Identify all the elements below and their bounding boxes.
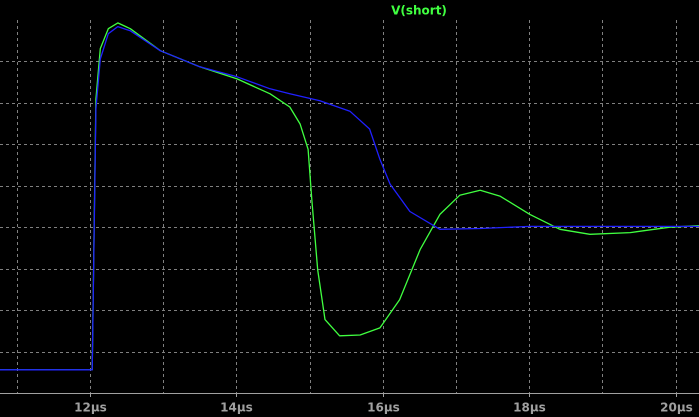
x-tick-label: 16µs — [367, 401, 400, 415]
trace-label[interactable]: V(short) — [391, 4, 447, 18]
trace — [0, 22, 699, 371]
x-tick-label: 18µs — [513, 401, 546, 415]
x-tick-label: 12µs — [74, 401, 107, 415]
x-tick-label: 14µs — [220, 401, 253, 415]
trace — [0, 25, 699, 371]
x-tick-label: 20µs — [660, 401, 693, 415]
